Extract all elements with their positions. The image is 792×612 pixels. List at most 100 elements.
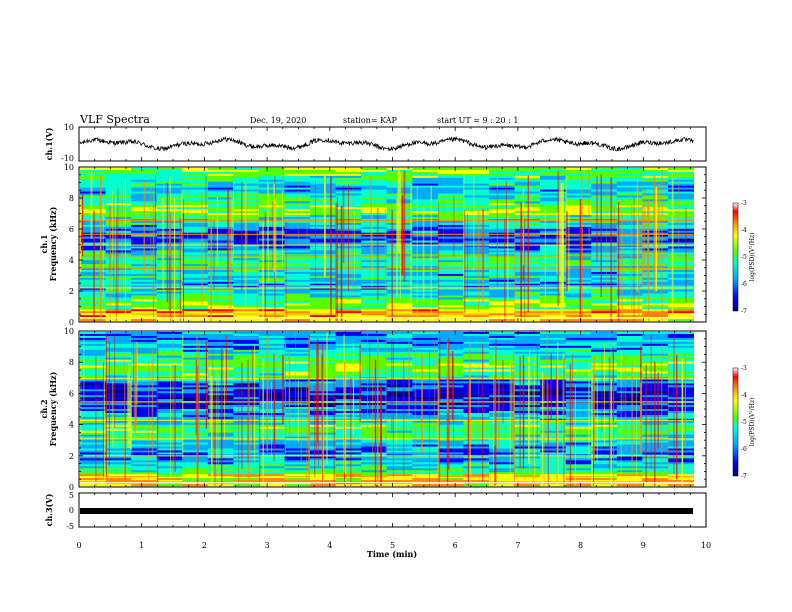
spectrogram-cell xyxy=(335,480,362,483)
sferic-streak xyxy=(127,372,129,448)
spectrogram-cell xyxy=(207,168,234,171)
spectrogram-cell xyxy=(258,444,285,447)
spectrogram-cell xyxy=(463,289,490,292)
spectrogram-cell xyxy=(182,399,209,402)
spectrogram-cell xyxy=(335,347,362,351)
spectrogram-cell xyxy=(514,203,541,206)
sferic-streak xyxy=(134,352,136,434)
spectrogram-cell xyxy=(80,393,107,396)
sferic-streak xyxy=(399,171,401,299)
spectrogram-cell xyxy=(80,480,107,483)
spectrogram-cell xyxy=(489,240,516,243)
spectrogram-cell xyxy=(565,211,592,214)
spectrogram-cell xyxy=(361,207,388,210)
spectrogram-cell xyxy=(258,181,285,184)
spectrogram-cell xyxy=(80,385,107,388)
spectrogram-cell xyxy=(437,220,464,224)
spectrogram-cell xyxy=(412,405,439,408)
spectrogram-cell xyxy=(361,217,388,220)
spectrogram-cell xyxy=(156,403,183,406)
spectrogram-cell xyxy=(156,173,183,177)
spectrogram-cell xyxy=(386,432,413,435)
spectrogram-cell xyxy=(437,175,464,179)
spectrogram-cell xyxy=(182,256,209,259)
spectrogram-cell xyxy=(105,456,132,459)
spectrogram-cell xyxy=(361,266,388,269)
sferic-streak xyxy=(392,340,394,478)
spectrogram-cell xyxy=(667,416,694,420)
spectrogram-cell xyxy=(412,309,439,312)
spectrogram-cell xyxy=(642,187,669,190)
spectrogram-cell xyxy=(412,379,439,382)
spectrogram-cell xyxy=(310,181,337,184)
spectrogram-cell xyxy=(386,339,413,343)
spectrogram-cell xyxy=(437,217,464,220)
spectrogram-cell xyxy=(386,464,413,467)
spectrogram-cell xyxy=(616,246,643,249)
spectrogram-cell xyxy=(642,260,669,263)
spectrogram-cell xyxy=(489,246,516,249)
spectrogram-cell xyxy=(642,222,669,226)
spectrogram-cell xyxy=(591,262,618,265)
spectrogram-cell xyxy=(284,343,311,347)
spectrogram-cell xyxy=(207,470,234,473)
spectrogram-cell xyxy=(284,246,311,249)
spectrogram-cell xyxy=(412,420,439,424)
spectrogram-cell xyxy=(489,270,516,273)
spectrogram-cell xyxy=(616,464,643,467)
spectrogram-cell xyxy=(386,333,413,337)
spectrogram-cell xyxy=(463,393,490,396)
spectrogram-cell xyxy=(616,416,643,420)
spectrogram-cell xyxy=(258,480,285,483)
spectrogram-cell xyxy=(80,224,107,228)
spectrogram-cell xyxy=(182,238,209,241)
sferic-streak xyxy=(124,353,125,486)
spectrogram-cell xyxy=(514,287,541,290)
spectrogram-cell xyxy=(565,440,592,443)
spectrogram-cell xyxy=(463,181,490,184)
spectrogram-cell xyxy=(361,442,388,445)
spectrogram-cell xyxy=(437,446,464,449)
spectrogram-cell xyxy=(540,189,567,192)
spectrogram-cell xyxy=(258,405,285,408)
sferic-streak xyxy=(574,384,576,486)
spectrogram-cell xyxy=(310,238,337,241)
spectrogram-cell xyxy=(105,458,132,461)
spectrogram-cell xyxy=(463,285,490,288)
spectrogram-cell xyxy=(156,361,183,364)
spectrogram-cell xyxy=(642,281,669,285)
spectrogram-cell xyxy=(540,230,567,234)
x-tick-label: 2 xyxy=(202,541,207,550)
spectrogram-cell xyxy=(258,456,285,459)
spectrogram-cell xyxy=(258,403,285,406)
x-tick-label: 1 xyxy=(139,541,144,550)
spectrogram-cell xyxy=(131,414,158,418)
ch1-spectrogram-channel-label: ch.1 xyxy=(39,234,49,253)
spectrogram-cell xyxy=(233,450,260,453)
spectrogram-cell xyxy=(105,468,132,471)
spectrogram-cell xyxy=(80,211,107,214)
spectrogram-cell xyxy=(412,458,439,461)
spectrogram-cell xyxy=(310,179,337,183)
sferic-streak xyxy=(376,208,379,301)
spectrogram-cell xyxy=(361,332,388,335)
spectrogram-cell xyxy=(540,285,567,288)
spectrogram-cell xyxy=(207,462,234,465)
spectrogram-cell xyxy=(386,335,413,339)
spectrogram-cell xyxy=(437,191,464,194)
spectrogram-cell xyxy=(489,222,516,226)
spectrogram-cell xyxy=(361,240,388,243)
spectrogram-cell xyxy=(565,193,592,196)
spectrogram-cell xyxy=(361,169,388,173)
spectrogram-cell xyxy=(182,365,209,368)
sferic-streak xyxy=(182,199,185,285)
spectrogram-cell xyxy=(207,195,234,198)
spectrogram-cell xyxy=(667,339,694,343)
spectrogram-cell xyxy=(667,279,694,283)
spectrogram-cell xyxy=(182,438,209,441)
spectrogram-cell xyxy=(463,209,490,212)
spectrogram-cell xyxy=(258,191,285,194)
spectrogram-cell xyxy=(642,199,669,202)
sferic-streak xyxy=(668,352,669,475)
spectrogram-cell xyxy=(80,422,107,426)
